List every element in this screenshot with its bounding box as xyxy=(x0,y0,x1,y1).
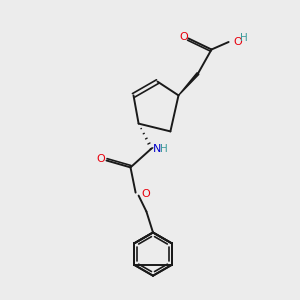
Text: H: H xyxy=(160,144,168,154)
Text: H: H xyxy=(240,33,248,43)
Polygon shape xyxy=(178,73,199,95)
Text: O: O xyxy=(142,189,150,199)
Text: O: O xyxy=(179,32,188,42)
Text: O: O xyxy=(233,37,242,47)
Text: N: N xyxy=(153,144,161,154)
Text: O: O xyxy=(96,154,105,164)
